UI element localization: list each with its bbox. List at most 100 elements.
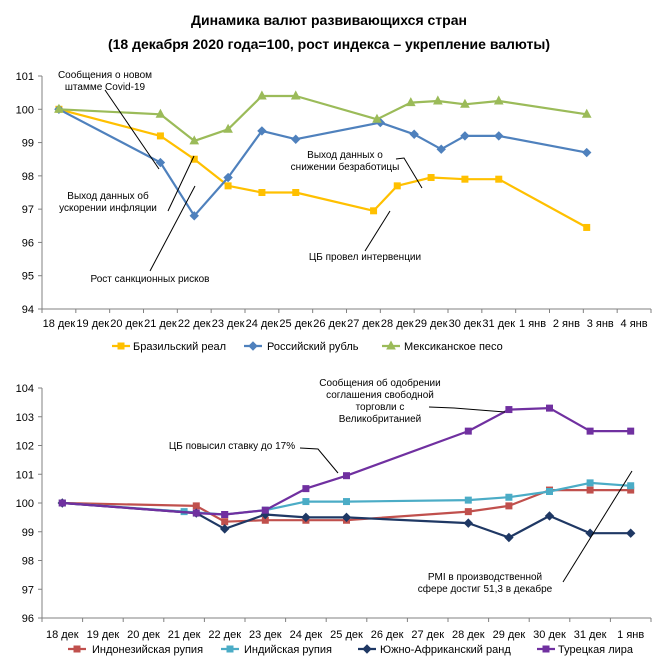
data-point — [223, 123, 233, 133]
x-tick-label: 31 дек — [574, 629, 607, 641]
y-tick-label: 95 — [22, 271, 34, 283]
x-tick-label: 18 дек — [43, 318, 76, 330]
annotation-text: PMI в производственной сфере достиг 51,3 … — [418, 572, 553, 595]
data-point — [155, 157, 166, 168]
legend-marker — [248, 341, 258, 351]
data-point — [464, 427, 472, 435]
data-point — [189, 135, 200, 145]
data-point — [625, 528, 636, 538]
data-point — [292, 189, 300, 196]
data-point — [302, 485, 310, 493]
annotation-leader-line — [364, 210, 391, 252]
x-tick-label: 30 дек — [533, 629, 566, 641]
annotation-text: ЦБ провел интервенции — [309, 252, 421, 263]
data-point — [505, 493, 513, 501]
x-tick-label: 4 янв — [621, 318, 648, 330]
series-line — [58, 108, 588, 229]
data-point — [409, 129, 419, 139]
x-tick-label: 28 дек — [381, 318, 414, 330]
x-tick-label: 24 дек — [290, 629, 323, 641]
data-point — [494, 131, 504, 141]
annotation-text: ЦБ повысил ставку до 17% — [169, 441, 295, 452]
series-4 — [58, 404, 635, 518]
series-line — [58, 108, 587, 217]
annotation-leader-line — [428, 406, 506, 413]
data-point — [433, 95, 443, 105]
y-tick-label: 97 — [22, 584, 34, 596]
data-point — [582, 147, 592, 158]
data-point — [54, 103, 64, 113]
x-tick-label: 1 янв — [617, 629, 644, 641]
y-tick-label: 102 — [16, 441, 34, 453]
data-point — [221, 518, 229, 526]
series-3 — [54, 90, 592, 145]
legend-label: Мексиканское песо — [404, 341, 503, 353]
data-point — [192, 509, 200, 517]
y-tick-label: 99 — [22, 527, 34, 539]
chart-currencies-asia-africa-turkey: 96 97 98 99 100 101 102 103 104 18 дек 19 дек 20 де… — [16, 377, 652, 656]
y-tick-label: 98 — [22, 171, 34, 183]
y-tick-label: 96 — [22, 613, 34, 625]
y-tick-label: 96 — [22, 237, 34, 249]
data-point — [224, 182, 232, 190]
data-point — [583, 223, 591, 231]
data-point — [463, 518, 474, 528]
data-point — [460, 131, 470, 141]
data-point — [464, 496, 472, 504]
data-point — [221, 511, 229, 518]
chart-title-line2: (18 декабря 2020 года=100, рост индекса … — [107, 36, 551, 52]
legend-marker — [117, 342, 125, 350]
legend-item: Мексиканское песо — [382, 340, 503, 353]
annotation-leader-line — [299, 447, 339, 474]
x-tick-label: 30 дек — [449, 318, 482, 330]
x-tick-label: 2 янв — [553, 318, 580, 330]
data-point — [581, 108, 592, 118]
y-tick-label: 104 — [16, 383, 34, 395]
legend-label: Бразильский реал — [133, 341, 226, 353]
y-tick-label: 103 — [16, 412, 34, 424]
x-tick-label: 1 янв — [519, 318, 546, 330]
x-tick-label: 3 янв — [587, 318, 614, 330]
data-point — [586, 427, 594, 435]
data-point — [223, 172, 233, 183]
legend-label: Турецкая лира — [558, 644, 634, 656]
data-point — [546, 488, 553, 495]
legend-item: Российский рубль — [244, 341, 359, 353]
data-point — [504, 532, 514, 543]
y-tick-label: 100 — [16, 498, 34, 510]
annotation-text: Выход данных об ускорении инфляции — [59, 190, 157, 214]
x-tick-label: 25 дек — [330, 629, 363, 641]
series-2 — [54, 104, 592, 221]
x-tick-label: 27 дек — [347, 318, 380, 330]
legend-item: Индонезийская рупия — [68, 644, 203, 656]
y-tick-label: 97 — [22, 204, 34, 216]
x-tick-label: 19 дек — [87, 629, 120, 641]
x-tick-label: 18 дек — [46, 629, 79, 641]
data-point — [343, 472, 350, 480]
data-point — [58, 499, 66, 507]
legend-label: Российский рубль — [267, 341, 359, 353]
x-tick-label: 24 дек — [246, 318, 279, 330]
data-point — [258, 189, 266, 196]
data-point — [586, 486, 594, 494]
data-point — [495, 175, 503, 183]
x-tick-label: 23 дек — [212, 318, 245, 330]
data-point — [302, 498, 310, 506]
data-point — [505, 502, 513, 510]
legend-item: Индийская рупия — [221, 644, 332, 656]
data-point — [257, 90, 267, 100]
data-point — [341, 512, 352, 523]
data-point — [290, 90, 301, 100]
x-tick-label: 20 дек — [127, 629, 160, 641]
annotation-leader-line — [167, 155, 195, 212]
data-point — [301, 512, 311, 523]
annotation-text: Рост санкционных рисков — [90, 274, 209, 285]
data-point — [155, 108, 166, 118]
data-point — [189, 211, 199, 221]
legend-marker — [226, 645, 234, 653]
legend-label: Индийская рупия — [244, 644, 332, 656]
x-tick-label: 22 дек — [178, 318, 211, 330]
data-point — [505, 406, 513, 414]
data-point — [460, 98, 470, 108]
legend-marker — [542, 645, 550, 653]
